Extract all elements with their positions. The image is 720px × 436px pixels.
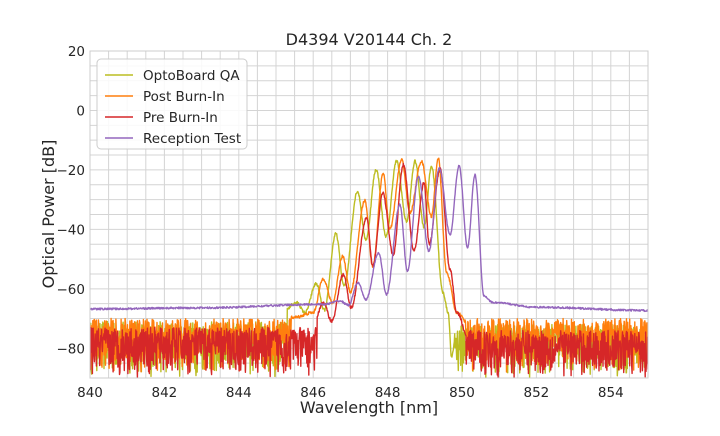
chart-title: D4394 V20144 Ch. 2 [286, 30, 453, 49]
legend-box [96, 58, 248, 150]
y-tick-labels: −80 −60 −40 −20 0 20 [57, 44, 86, 357]
series-lines [90, 157, 648, 378]
y-tick-label: −80 [57, 341, 86, 357]
x-tick-label: 852 [524, 385, 550, 401]
y-axis-label: Optical Power [dB] [39, 140, 58, 289]
y-tick-label: 20 [68, 44, 85, 60]
y-tick-label: −60 [57, 282, 86, 298]
x-tick-labels: 840 842 844 846 848 850 852 854 [77, 385, 624, 401]
y-tick-label: 0 [76, 103, 85, 119]
x-tick-label: 854 [598, 385, 624, 401]
legend-label: OptoBoard QA [143, 68, 240, 84]
legend: OptoBoard QA Post Burn-In Pre Burn-In Recep… [96, 58, 248, 150]
x-tick-label: 840 [77, 385, 103, 401]
x-tick-label: 850 [449, 385, 475, 401]
x-axis-label: Wavelength [nm] [300, 398, 438, 417]
legend-label: Pre Burn-In [143, 110, 218, 126]
legend-label: Reception Test [143, 131, 241, 147]
series-line-pre-burn-in [90, 162, 648, 378]
x-tick-label: 848 [375, 385, 401, 401]
x-tick-label: 846 [300, 385, 326, 401]
y-tick-label: −40 [57, 222, 86, 238]
y-tick-label: −20 [57, 163, 86, 179]
legend-label: Post Burn-In [143, 89, 225, 105]
x-tick-label: 842 [152, 385, 178, 401]
plot-frame [89, 50, 649, 379]
series-line-reception-test [90, 164, 648, 313]
x-tick-label: 844 [226, 385, 252, 401]
